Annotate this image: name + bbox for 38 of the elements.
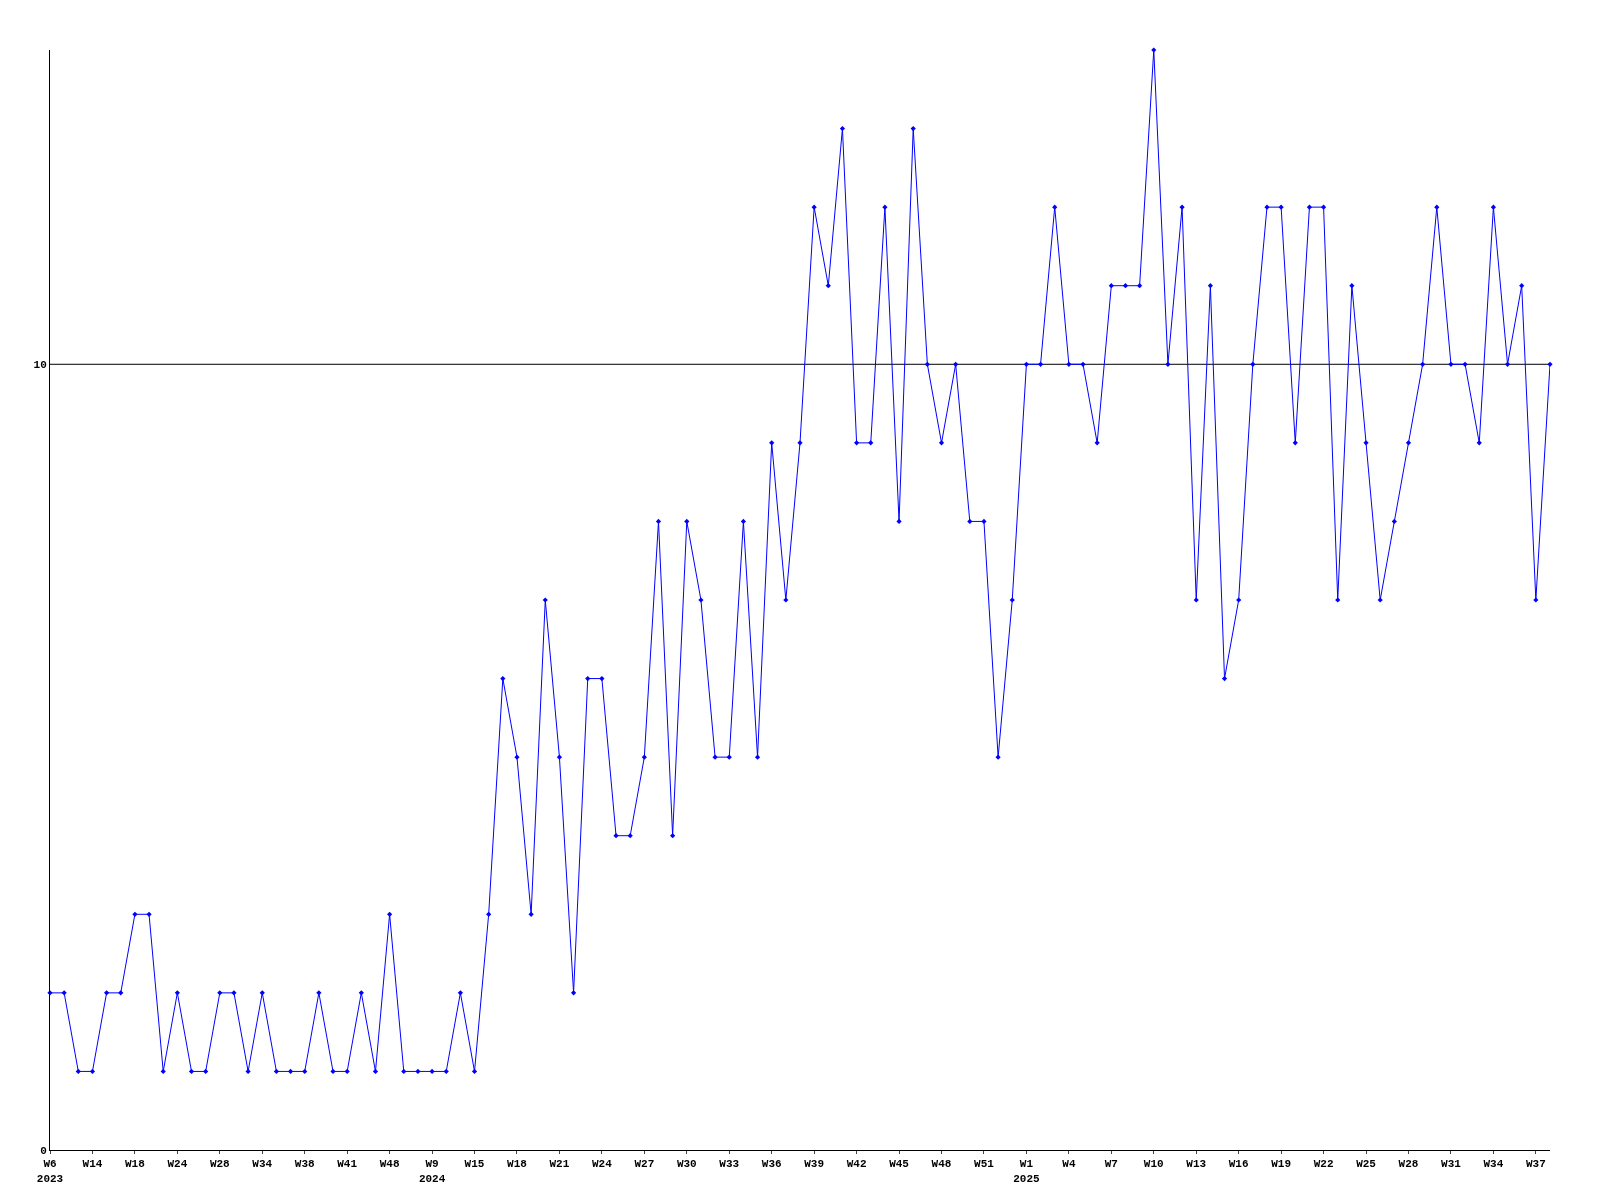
x-tick-label: W18 <box>507 1158 528 1171</box>
x-tick-label: W34 <box>1483 1158 1504 1171</box>
x-tick-label: W10 <box>1143 1158 1164 1171</box>
x-tick-label: W25 <box>1356 1158 1377 1171</box>
x-tick-label: W19 <box>1271 1158 1292 1171</box>
x-tick-label: W27 <box>634 1158 655 1171</box>
x-tick-label: W24 <box>167 1158 188 1171</box>
x-tick-label: W36 <box>761 1158 782 1171</box>
x-tick-label: W22 <box>1313 1158 1334 1171</box>
x-tick-label: W15 <box>464 1158 485 1171</box>
x-tick-label: W51 <box>974 1158 995 1171</box>
x-tick-label: W28 <box>1398 1158 1419 1171</box>
x-tick-label: W30 <box>676 1158 697 1171</box>
x-tick-label: W24 <box>591 1158 613 1171</box>
y-tick-label: 10 <box>33 359 47 372</box>
x-tick-label: W33 <box>719 1158 740 1171</box>
x-tick-label: W6 2023 <box>36 1158 64 1185</box>
x-tick-label: W16 <box>1228 1158 1249 1171</box>
x-tick-label: W31 <box>1441 1158 1462 1171</box>
x-tick-label: W45 <box>889 1158 910 1171</box>
x-tick-label: W1 2025 <box>1013 1158 1041 1185</box>
x-tick-label: W21 <box>549 1158 570 1171</box>
x-tick-label: W34 <box>252 1158 273 1171</box>
x-tick-label: W13 <box>1186 1158 1207 1171</box>
x-tick-label: W48 <box>931 1158 952 1171</box>
x-tick-label: W38 <box>294 1158 316 1171</box>
x-tick-label: W42 <box>846 1158 867 1171</box>
x-tick-label: W7 <box>1104 1158 1118 1171</box>
x-tick-label: W48 <box>379 1158 400 1171</box>
x-tick-label: W37 <box>1525 1158 1546 1171</box>
x-tick-label: W28 <box>209 1158 231 1171</box>
x-tick-label: W41 <box>337 1158 358 1171</box>
y-tick-label: 0 <box>40 1144 47 1157</box>
x-tick-label: W39 <box>804 1158 825 1171</box>
x-tick-label: W4 <box>1062 1158 1076 1171</box>
x-tick-label: W9 2024 <box>418 1158 446 1185</box>
x-tick-label: W14 <box>82 1158 103 1171</box>
x-tick-label: W18 <box>125 1158 146 1171</box>
